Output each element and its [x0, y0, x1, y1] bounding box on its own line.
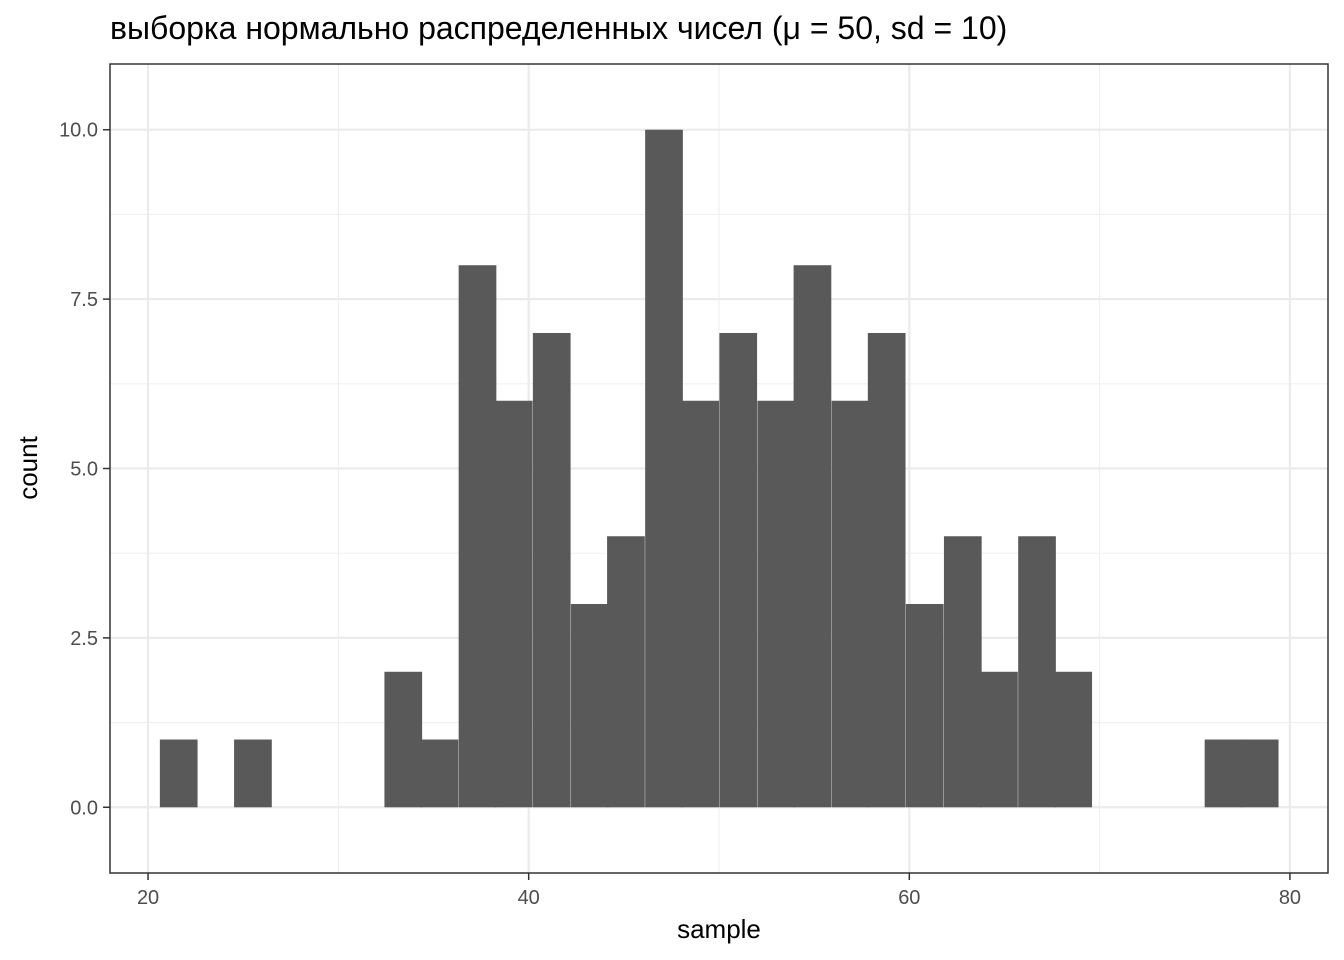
histogram-bar	[159, 739, 198, 808]
x-tick-label: 60	[898, 887, 920, 909]
y-tick-label: 0.0	[70, 797, 98, 819]
histogram-bar	[1240, 739, 1279, 808]
histogram-bar	[532, 332, 571, 808]
histogram-bar	[607, 536, 645, 808]
histogram-bar	[1204, 739, 1243, 808]
histogram-bar	[943, 536, 982, 808]
histogram-bar	[905, 604, 944, 808]
y-tick-label: 2.5	[70, 628, 98, 650]
histogram-bar	[681, 400, 720, 808]
histogram-bar	[793, 265, 832, 808]
histogram-bars	[159, 129, 1279, 808]
y-axis: 0.0 2.5 5.0 7.5 10.0	[59, 120, 110, 819]
histogram-bar	[1018, 536, 1056, 808]
histogram-bar	[458, 265, 497, 808]
y-tick-label: 10.0	[59, 120, 98, 142]
y-tick-label: 5.0	[70, 459, 98, 481]
histogram-bar	[234, 739, 272, 808]
histogram-bar	[384, 671, 423, 808]
histogram-bar	[420, 739, 459, 808]
histogram-bar	[831, 400, 870, 808]
x-axis: 20 40 60 80	[137, 873, 1301, 909]
histogram-bar	[719, 332, 758, 808]
histogram-bar	[1054, 671, 1093, 808]
chart-title: выборка нормально распределенных чисел (…	[110, 10, 1008, 46]
histogram-bar	[757, 400, 796, 808]
y-axis-title: count	[13, 435, 43, 499]
x-axis-title: sample	[677, 914, 761, 944]
histogram-bar	[570, 604, 609, 808]
x-tick-label: 20	[137, 887, 159, 909]
histogram-bar	[867, 332, 906, 808]
histogram-bar	[494, 400, 533, 808]
x-tick-label: 40	[518, 887, 540, 909]
histogram-bar	[645, 129, 683, 808]
histogram-bar	[980, 671, 1018, 808]
y-tick-label: 7.5	[70, 289, 98, 311]
x-tick-label: 80	[1279, 887, 1301, 909]
